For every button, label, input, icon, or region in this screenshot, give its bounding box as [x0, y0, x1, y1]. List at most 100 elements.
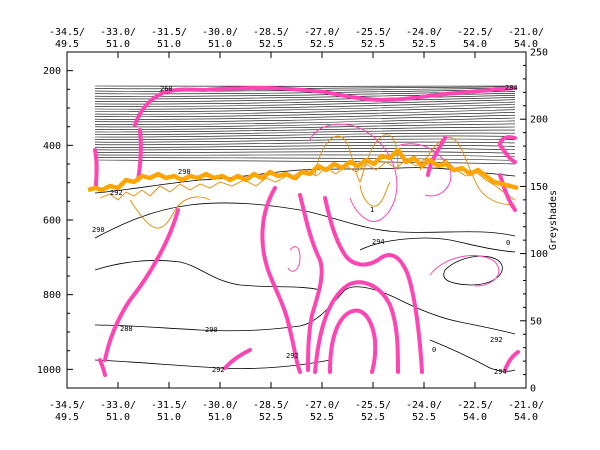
x-tick-label-lat: 52.5 [412, 39, 436, 50]
x-tick-label-lat: 51.0 [157, 412, 181, 423]
contour-label: 1 [370, 206, 374, 214]
contour-label: 294 [372, 238, 385, 246]
isentrope-line [94, 126, 516, 133]
x-tick-label-lon: -22.5/ [457, 27, 493, 38]
isentrope-line [94, 117, 516, 125]
isentrope-line [94, 106, 516, 115]
x-tick-label-lon: -33.0/ [100, 400, 136, 411]
x-tick-label-lon: -24.0/ [406, 400, 442, 411]
isentrope-290 [94, 202, 516, 239]
x-tick-label-lon: -27.0/ [304, 400, 340, 411]
pv-thick-right-curve [498, 173, 517, 212]
isentrope-line [94, 148, 516, 151]
right-tick-label: 250 [530, 48, 548, 59]
x-tick-label-lat: 54.0 [463, 39, 487, 50]
thin-orange-contours [99, 134, 516, 229]
top-x-axis: -34.5/49.5-33.0/51.0-31.5/51.0-30.0/51.0… [49, 27, 544, 58]
left-y-axis: 200 400 600 800 1000 [37, 66, 73, 376]
x-tick-label-lon: -31.5/ [151, 27, 187, 38]
x-tick-label-lat: 52.5 [361, 39, 385, 50]
x-tick-label-lon: -25.5/ [355, 400, 391, 411]
isentrope-line [94, 141, 516, 146]
isentrope-line [94, 154, 516, 158]
right-tick-label: 200 [530, 115, 548, 126]
pv-thin-contours [287, 123, 500, 287]
isentrope-line [94, 123, 516, 130]
contour-label: 292 [110, 189, 123, 197]
contour-label: 292 [490, 336, 503, 344]
right-tick-label: 150 [530, 182, 548, 193]
x-tick-label-lon: -33.0/ [100, 27, 136, 38]
x-tick-label-lat: 51.0 [106, 39, 130, 50]
pv-thick-arch-mid [313, 280, 400, 374]
contour-label: 292 [286, 352, 299, 360]
contour-label: 284 [505, 84, 518, 92]
contour-labels: 260 298 292 290 294 290 292 292 294 288 … [92, 84, 518, 376]
contour-label: 0 [506, 239, 510, 247]
pv-thick-contours [93, 85, 520, 377]
x-tick-label-lon: -27.0/ [304, 27, 340, 38]
x-tick-label-lat: 49.5 [55, 412, 79, 423]
right-tick-label: 50 [530, 316, 542, 327]
contour-label: 298 [178, 168, 191, 176]
isentrope-288-b [94, 286, 516, 335]
right-y-axis: 0 50 100 150 200 250 [520, 48, 548, 395]
pv-thick-left-top [93, 148, 99, 188]
x-tick-label-lat: 51.0 [208, 412, 232, 423]
left-tick-label: 200 [43, 66, 61, 77]
x-tick-label-lon: -21.0/ [508, 400, 544, 411]
isentrope-line [94, 157, 516, 161]
isentrope-line [94, 120, 516, 128]
pv-thick-arch-outer [323, 196, 424, 374]
isentrope-line [94, 129, 516, 135]
x-tick-label-lon: -28.5/ [253, 27, 289, 38]
x-tick-label-lat: 54.0 [514, 39, 538, 50]
contour-label: 288 [120, 325, 133, 333]
isentrope-line [94, 114, 516, 123]
orange-wiggle-3 [129, 196, 211, 229]
right-tick-label: 0 [530, 384, 536, 395]
orange-wiggle-2 [314, 134, 399, 183]
x-tick-label-lat: 51.0 [106, 412, 130, 423]
isentrope-288-a [94, 260, 321, 291]
pv-thin-3 [287, 246, 301, 272]
pv-thick-left-bottom-2 [98, 358, 107, 377]
x-tick-label-lon: -34.5/ [49, 400, 85, 411]
isentrope-line [94, 132, 516, 138]
isentrope-line [94, 89, 516, 95]
x-tick-label-lat: 49.5 [55, 39, 79, 50]
isentrope-closed [443, 255, 503, 286]
left-tick-label: 1000 [37, 365, 61, 376]
x-tick-label-lon: -28.5/ [253, 400, 289, 411]
pv-thin-2 [399, 143, 452, 197]
x-tick-label-lat: 51.0 [208, 39, 232, 50]
left-tick-label: 600 [43, 216, 61, 227]
isentrope-line [94, 101, 516, 110]
x-tick-label-lat: 51.0 [157, 39, 181, 50]
x-tick-label-lon: -34.5/ [49, 27, 85, 38]
contour-label: 290 [92, 226, 105, 234]
contour-label: 290 [205, 326, 218, 334]
left-tick-label: 800 [43, 290, 61, 301]
contour-label: 294 [494, 368, 507, 376]
x-tick-label-lon: -21.0/ [508, 27, 544, 38]
contour-label: 0 [432, 346, 436, 354]
x-tick-label-lat: 52.5 [259, 412, 283, 423]
plot-content: 260 298 292 290 294 290 292 292 294 288 … [87, 84, 520, 377]
isentrope-292-upper [94, 167, 516, 194]
x-tick-label-lon: -24.0/ [406, 27, 442, 38]
orange-wiggle-1 [99, 157, 516, 201]
isentrope-line [94, 112, 516, 120]
pv-thin-4 [429, 255, 500, 287]
x-tick-label-lat: 54.0 [463, 412, 487, 423]
x-tick-label-lon: -31.5/ [151, 400, 187, 411]
isentrope-294 [429, 339, 516, 372]
isentrope-line [94, 104, 516, 112]
x-tick-label-lat: 52.5 [259, 39, 283, 50]
orange-wiggle-4 [419, 137, 516, 206]
pv-thick-right-bottom [503, 350, 520, 372]
isentrope-line [94, 138, 516, 143]
isentrope-line [94, 135, 516, 141]
